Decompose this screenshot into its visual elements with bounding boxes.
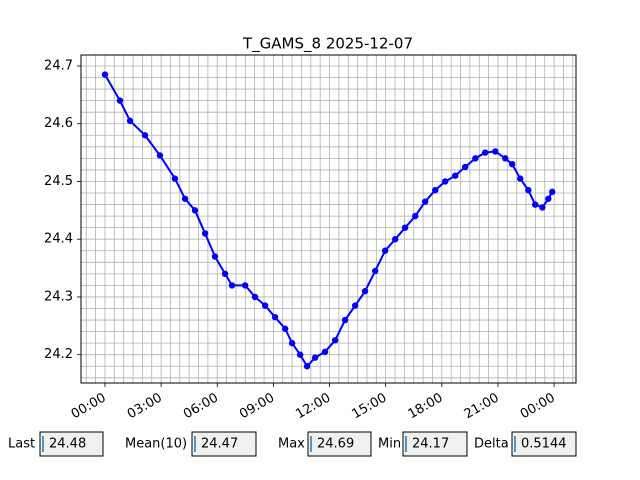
data-point [141,132,149,139]
data-point [525,186,532,194]
data-point [288,339,296,347]
chart-title: T_GAMS_8 2025-12-07 [242,35,413,54]
data-point [116,97,124,104]
data-point [281,325,289,332]
data-point [452,172,459,179]
plot-frame [80,54,577,384]
data-point [296,351,304,358]
data-point [251,293,259,301]
data-point [502,155,509,162]
data-point [201,230,209,237]
y-tick-label: 24.7 [44,58,73,73]
x-tick-label: 06:00 [181,391,221,423]
stat-label: Mean(10) [125,437,187,452]
data-line [104,74,554,368]
y-tick-label: 24.6 [44,116,73,131]
data-point [482,149,489,156]
data-point [392,236,399,243]
data-point [311,354,319,361]
data-point [421,198,429,205]
stat-label: Min [378,437,401,452]
data-point [381,247,389,254]
data-point [401,224,409,231]
data-point [228,282,236,289]
stat-value: 24.48 [49,437,86,452]
data-point [441,178,449,185]
stat-value: 24.17 [412,437,449,452]
data-point [517,175,524,182]
data-point [156,152,164,159]
data-point [191,207,199,214]
data-point [492,148,499,155]
data-point [371,267,379,275]
stat-box [402,431,468,457]
stat-box [511,431,577,457]
data-point [241,282,249,289]
data-point [432,186,439,194]
data-point [171,175,179,182]
stat-label: Max [278,437,305,452]
x-tick-label: 00:00 [69,391,109,423]
stat-value: 0.5144 [521,437,567,452]
data-point [361,287,369,295]
data-point [211,253,219,260]
x-tick-label: 00:00 [518,391,558,423]
data-point [181,195,189,202]
stat-label: Delta [474,437,509,452]
stat-box [39,431,104,457]
y-tick-label: 24.5 [44,174,73,189]
data-point [271,313,279,321]
data-point [545,195,552,202]
data-point [303,363,311,370]
data-point [221,270,229,278]
data-point [351,302,359,309]
y-tick-label: 24.2 [44,347,73,362]
data-point [126,117,134,125]
data-point [101,71,109,78]
x-tick-label: 15:00 [349,391,389,423]
x-tick-label: 12:00 [293,391,333,423]
x-tick-label: 09:00 [237,391,277,423]
data-point [261,302,269,309]
data-point [532,201,539,208]
data-point [472,155,479,162]
y-tick-label: 24.4 [44,232,73,247]
data-point [549,188,556,196]
y-tick-label: 24.3 [44,289,73,304]
data-point [539,204,546,211]
stat-label: Last [8,437,35,452]
stat-box [191,431,257,457]
x-tick-label: 03:00 [125,391,165,423]
data-point [331,337,339,344]
data-point [412,212,419,220]
data-point [462,163,469,171]
stat-value: 24.47 [201,437,238,452]
stat-value: 24.69 [317,437,354,452]
x-tick-label: 18:00 [406,391,446,423]
data-point [508,160,516,168]
x-tick-label: 21:00 [462,391,502,423]
data-point [341,316,349,324]
stat-box [307,431,372,457]
data-point [321,348,329,356]
